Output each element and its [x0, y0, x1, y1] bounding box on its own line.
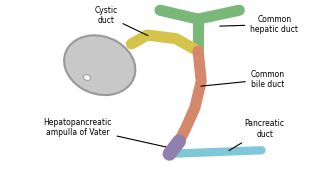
Text: Hepatopancreatic
ampulla of Vater: Hepatopancreatic ampulla of Vater [43, 118, 170, 148]
Text: Cystic
duct: Cystic duct [94, 6, 148, 36]
Ellipse shape [64, 35, 135, 95]
Ellipse shape [84, 75, 91, 80]
Text: Pancreatic
duct: Pancreatic duct [229, 119, 285, 151]
Text: Common
hepatic duct: Common hepatic duct [220, 15, 298, 34]
Text: Common
bile duct: Common bile duct [201, 70, 285, 89]
